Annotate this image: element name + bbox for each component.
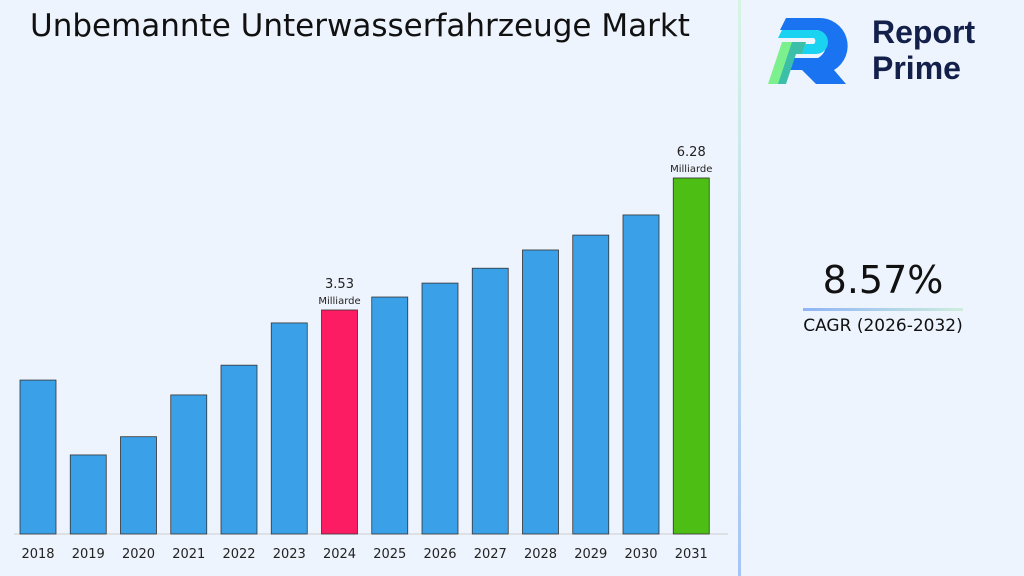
bar-2027 bbox=[471, 267, 509, 535]
data-label-unit: Milliarde bbox=[670, 164, 712, 175]
bar-2026 bbox=[421, 282, 459, 535]
x-tick-label: 2030 bbox=[624, 547, 657, 562]
x-tick-label: 2028 bbox=[524, 547, 557, 562]
bar-2025 bbox=[371, 296, 409, 535]
data-label-value: 3.53 bbox=[325, 277, 354, 292]
bar-2029 bbox=[572, 234, 610, 535]
cagr-underline bbox=[803, 308, 963, 311]
x-tick-label: 2025 bbox=[373, 547, 406, 562]
brand-name: Report Prime bbox=[872, 14, 975, 86]
brand-line2: Prime bbox=[872, 50, 961, 86]
bar-2022 bbox=[220, 364, 258, 535]
chart-title: Unbemannte Unterwasserfahrzeuge Markt bbox=[30, 8, 690, 44]
bar-2019 bbox=[69, 454, 107, 535]
x-tick-label: 2029 bbox=[574, 547, 607, 562]
bar-2023 bbox=[270, 322, 308, 535]
x-tick-label: 2020 bbox=[122, 547, 155, 562]
x-tick-label: 2021 bbox=[172, 547, 205, 562]
bar-2028 bbox=[522, 249, 559, 535]
data-label-unit: Milliarde bbox=[318, 296, 360, 307]
x-tick-label: 2023 bbox=[273, 547, 306, 562]
x-tick-label: 2031 bbox=[675, 547, 708, 562]
bar-2024 bbox=[321, 309, 358, 535]
cagr-value: 8.57% bbox=[822, 258, 944, 302]
x-tick-label: 2026 bbox=[423, 547, 456, 562]
bar-2021 bbox=[170, 394, 208, 535]
bar-chart: 2018 2019 2020 2021 2022 2023 2024 3.53 Milliard… bbox=[14, 145, 728, 562]
data-label-value: 6.28 bbox=[677, 145, 706, 160]
cagr-label: CAGR (2026-2032) bbox=[803, 316, 963, 336]
x-tick-label: 2024 bbox=[323, 547, 356, 562]
brand-line1: Report bbox=[872, 14, 976, 50]
x-tick-label: 2018 bbox=[21, 547, 54, 562]
x-tick-label: 2019 bbox=[72, 547, 105, 562]
bar-2031 bbox=[672, 177, 710, 535]
bar-2030 bbox=[622, 214, 660, 535]
x-tick-label: 2027 bbox=[474, 547, 507, 562]
report-prime-logo bbox=[768, 17, 848, 84]
divider bbox=[738, 0, 741, 576]
bar-2018 bbox=[19, 379, 57, 535]
bar-2020 bbox=[120, 436, 157, 535]
x-tick-label: 2022 bbox=[222, 547, 255, 562]
